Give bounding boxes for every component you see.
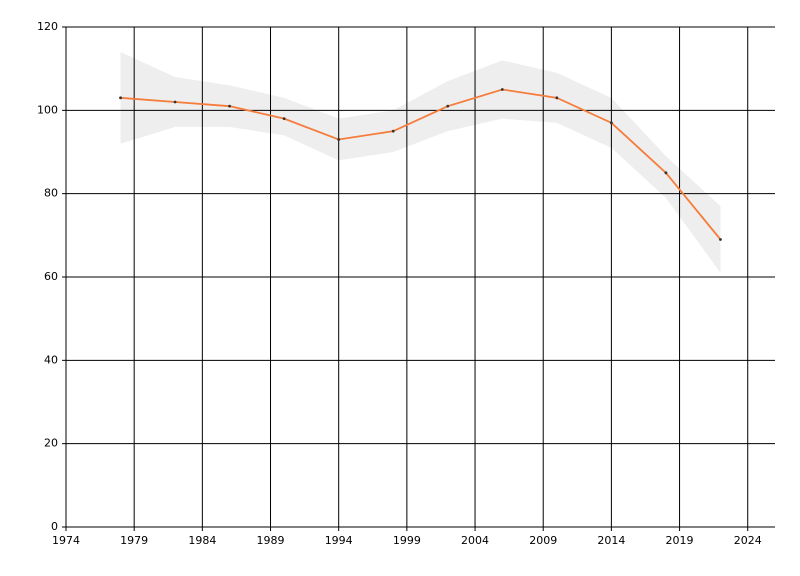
y-tick-label: 120	[37, 20, 58, 33]
x-tick-label: 1994	[325, 534, 353, 547]
y-tick-label: 0	[51, 520, 58, 533]
point	[555, 96, 559, 100]
x-tick-label: 2014	[597, 534, 625, 547]
y-tick-label: 40	[44, 353, 58, 366]
line	[120, 88, 722, 241]
point	[500, 88, 504, 91]
point	[282, 117, 286, 121]
y-tick-label: 20	[44, 437, 58, 450]
point	[119, 96, 122, 100]
x-tick-label: 1984	[188, 534, 216, 547]
point	[173, 100, 177, 104]
y-tick-label: 60	[44, 270, 58, 283]
x-tick-label: 1999	[393, 534, 421, 547]
x-tick-label: 2024	[734, 534, 762, 547]
x-tick-label: 1979	[120, 534, 148, 547]
point	[719, 238, 722, 241]
y-tick-label: 80	[44, 187, 58, 200]
x-tick-label: 2019	[666, 534, 694, 547]
x-tick-label: 2009	[529, 534, 557, 547]
x-tick-label: 2004	[461, 534, 489, 547]
confidence-band	[120, 52, 721, 273]
x-tick-label: 1989	[257, 534, 285, 547]
y-tick-label: 100	[37, 103, 58, 116]
point	[446, 104, 450, 108]
point	[337, 138, 341, 141]
point	[609, 121, 613, 125]
x-tick-label: 1974	[52, 534, 80, 547]
point	[228, 104, 232, 108]
point	[391, 129, 395, 133]
point	[664, 171, 668, 175]
